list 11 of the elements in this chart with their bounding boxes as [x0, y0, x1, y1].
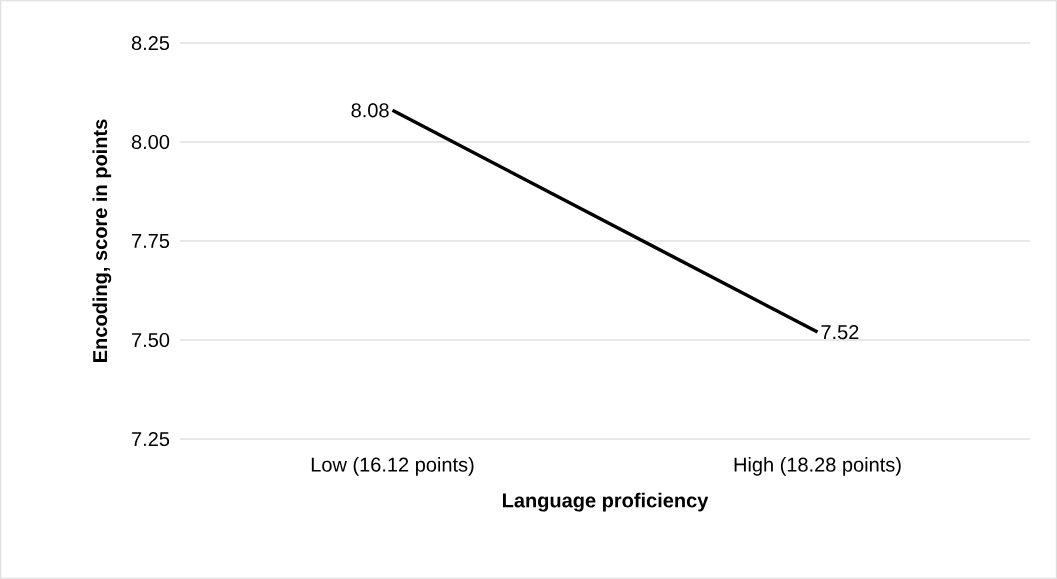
x-axis-title: Language proficiency: [502, 492, 709, 512]
data-label: 7.52: [821, 325, 859, 340]
x-tick-label: High (18.28 points): [734, 457, 901, 476]
data-label: 8.08: [351, 103, 389, 118]
y-tick-label: 8.25: [131, 35, 170, 51]
y-axis-title: Encoding, score in points: [92, 119, 112, 362]
x-tick-label: Low (16.12 points): [311, 457, 474, 476]
y-tick-label: 8.00: [131, 134, 170, 150]
y-tick-label: 7.75: [132, 234, 170, 248]
y-tick-label: 7.50: [132, 332, 170, 348]
y-tick-label: 7.25: [132, 431, 170, 447]
